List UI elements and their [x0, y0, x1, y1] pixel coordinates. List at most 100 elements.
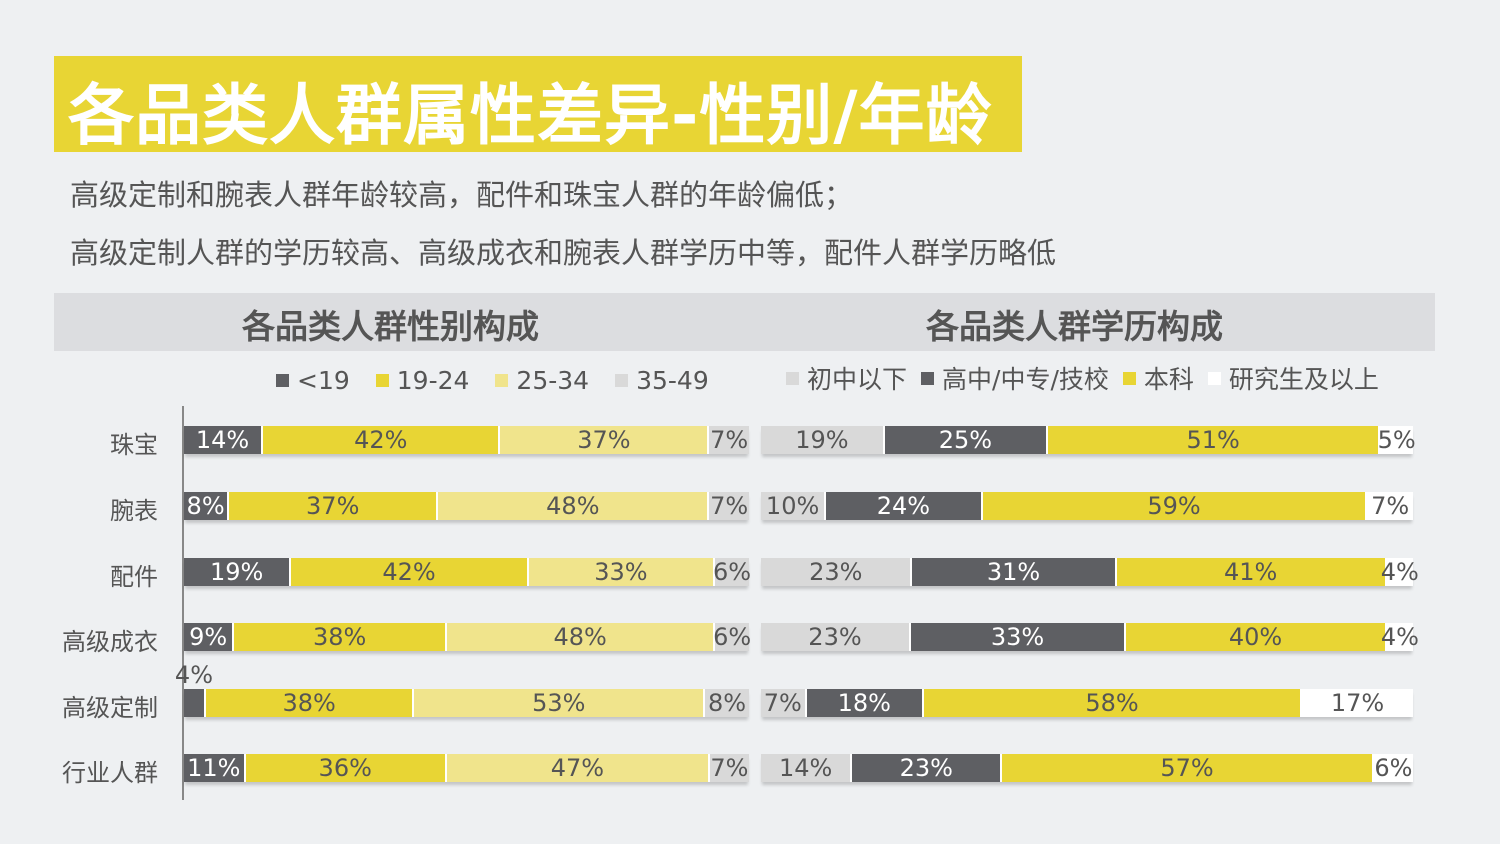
data-label: 41% — [1223, 558, 1278, 586]
legend-swatch — [375, 374, 389, 387]
legend-label: 本科 — [1143, 365, 1194, 394]
data-label: 10% — [765, 492, 820, 520]
bar-segment: 23% — [852, 754, 1003, 782]
data-label: 18% — [837, 689, 891, 717]
data-label: 58% — [1085, 689, 1139, 717]
data-label: 48% — [553, 623, 607, 651]
data-label: 7% — [710, 492, 749, 520]
bar-row: 11% 36% 47% 7% — [184, 754, 749, 782]
bar-segment: 6% — [1373, 754, 1413, 782]
data-label: 6% — [1374, 754, 1413, 782]
bar-row: 23% 33% 40% 4% — [761, 623, 1419, 651]
bar-segment: 58% — [923, 689, 1303, 717]
category-axis-line — [182, 406, 184, 800]
legend-entry: 本科 — [1122, 360, 1194, 396]
legend-entry: 研究生及以上 — [1207, 360, 1379, 396]
data-label: 42% — [382, 558, 436, 586]
category-label: 行业人群 — [62, 759, 158, 787]
bar-segment: 53% — [414, 689, 706, 717]
legend-entry: 35-49 — [615, 366, 709, 395]
data-label: 14% — [778, 754, 833, 782]
data-label: 33% — [594, 558, 648, 586]
bar-segment: 33% — [528, 558, 716, 586]
bar-segment: 37% — [229, 492, 439, 520]
bar-segment: 38% — [205, 689, 415, 717]
bar-segment: 40% — [1126, 623, 1387, 651]
legend-swatch — [921, 371, 935, 385]
data-label: 19% — [210, 558, 264, 586]
legend-label: 35-49 — [636, 366, 709, 395]
gender-chart-title: 各品类人群性别构成 — [242, 307, 539, 346]
data-label: 33% — [990, 623, 1045, 651]
bar-segment: 38% — [234, 623, 447, 651]
bar-segment: 7% — [709, 754, 749, 782]
data-label: 7% — [1371, 492, 1410, 520]
data-label: 11% — [187, 754, 241, 782]
bar-segment: 47% — [446, 754, 710, 782]
data-label: 25% — [938, 426, 993, 454]
bar-segment: 19% — [184, 558, 292, 586]
legend-entry: 25-34 — [495, 366, 589, 395]
bar-segment: 59% — [982, 492, 1368, 520]
legend-label: 研究生及以上 — [1228, 365, 1379, 394]
bar-segment: 25% — [884, 426, 1048, 454]
bar-segment: 19% — [761, 426, 885, 454]
data-label: 4% — [174, 661, 214, 689]
data-label: 38% — [312, 623, 367, 651]
bar-row: 14% 42% 37% 7% — [184, 426, 749, 454]
page-title: 各品类人群属性差异-性别/年龄 — [68, 77, 993, 154]
data-label: 24% — [876, 492, 931, 520]
bar-segment: 48% — [438, 492, 710, 520]
category-label: 高级成衣 — [62, 628, 158, 656]
data-label: 9% — [189, 623, 228, 651]
bar-segment: 6% — [713, 623, 751, 651]
bar-segment: 9% — [184, 623, 235, 651]
bar-segment: 6% — [713, 558, 751, 586]
data-label: 31% — [986, 558, 1041, 586]
bar-segment: 31% — [912, 558, 1117, 586]
bar-segment: 57% — [1002, 754, 1374, 782]
data-label: 8% — [707, 689, 747, 717]
legend-swatch — [786, 371, 799, 385]
legend-swatch — [1122, 371, 1136, 385]
bar-segment: 14% — [184, 426, 264, 454]
bar-segment: 33% — [910, 623, 1127, 651]
bar-segment: 8% — [184, 492, 230, 520]
bar-segment: 24% — [826, 492, 983, 520]
data-label: 53% — [532, 689, 586, 717]
bar-segment: 7% — [709, 492, 749, 520]
data-label: 47% — [550, 754, 605, 782]
summary-line-1: 高级定制和腕表人群年龄较高，配件和珠宝人群的年龄偏低； — [70, 178, 854, 212]
education-chart-title: 各品类人群学历构成 — [926, 307, 1223, 346]
bar-row: 19% 42% 33% 6% — [184, 558, 751, 586]
title-band: 各品类人群属性差异-性别/年龄 — [54, 56, 1022, 154]
bar-segment: 42% — [291, 558, 529, 586]
data-label: 23% — [808, 623, 862, 651]
data-label: 4% — [1380, 558, 1419, 586]
bar-row: 19% 25% 51% 5% — [761, 426, 1416, 454]
data-label: 5% — [1377, 426, 1416, 454]
section-header-band — [54, 293, 1435, 351]
bar-segment: 4% — [175, 661, 213, 717]
data-label: 14% — [195, 426, 250, 454]
data-label: 7% — [710, 754, 749, 782]
legend-entry: 高中/中专/技校 — [921, 360, 1109, 396]
legend-swatch — [615, 374, 629, 387]
bar-segment: 14% — [761, 754, 853, 782]
data-label: 48% — [546, 492, 600, 520]
bar-segment: 23% — [761, 623, 911, 651]
bar-row: 10% 24% 59% 7% — [761, 492, 1413, 520]
bar-segment: 5% — [1377, 426, 1416, 454]
education-legend: 初中以下 高中/中专/技校 本科 研究生及以上 — [786, 360, 1393, 396]
data-label: 37% — [577, 426, 631, 454]
data-label: 36% — [318, 754, 372, 782]
legend-label: 初中以下 — [807, 365, 908, 394]
data-label: 4% — [1380, 623, 1419, 651]
legend-swatch — [1207, 371, 1221, 385]
data-label: 7% — [710, 426, 749, 454]
data-label: 17% — [1330, 689, 1385, 717]
bar-segment: 4% — [1381, 623, 1419, 651]
bar-segment: 11% — [184, 754, 246, 782]
bar-row: 4% 38% 53% 8% — [175, 661, 749, 717]
legend-swatch — [276, 374, 289, 387]
